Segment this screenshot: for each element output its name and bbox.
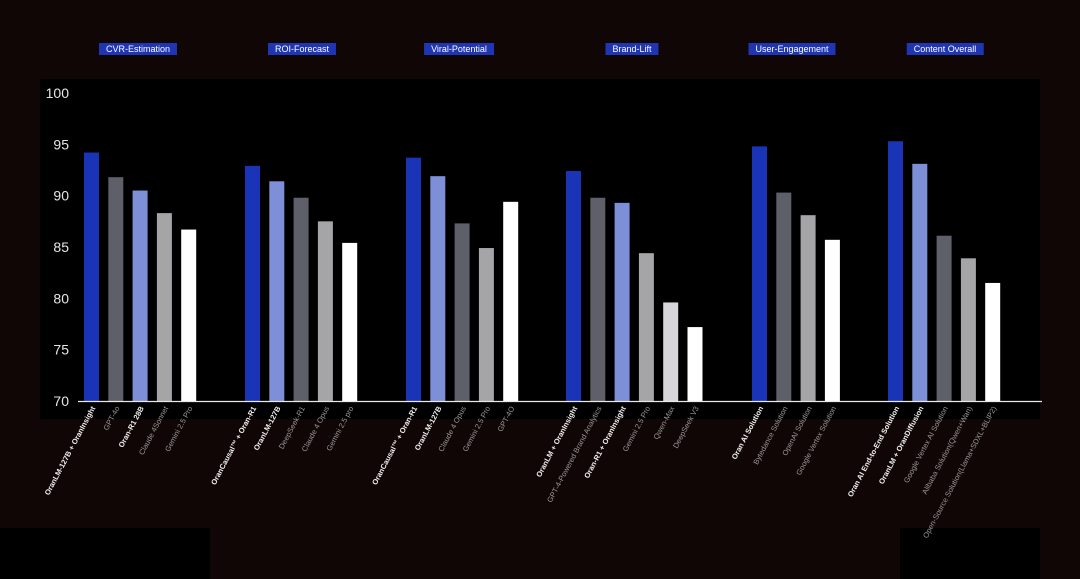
y-tick-label: 90 [53, 188, 69, 204]
x-tick-label: Qwen-Max [651, 404, 676, 440]
bar [800, 215, 816, 401]
bar [317, 221, 333, 401]
bar [342, 242, 358, 401]
bar [960, 258, 976, 401]
y-tick-label: 100 [46, 85, 70, 101]
lower-right-panel [900, 528, 1040, 579]
x-tick-label: Google Vertex AI Solution [902, 405, 950, 485]
y-tick-label: 85 [53, 239, 69, 255]
bar [430, 176, 446, 401]
bar [912, 163, 928, 401]
y-tick-label: 70 [53, 393, 69, 409]
lower-left-panel [0, 528, 210, 579]
y-tick-label: 80 [53, 290, 69, 306]
bar [245, 165, 260, 401]
group-badge: CVR-Estimation [98, 43, 178, 55]
x-tick-label: OranLM + OranDiffusion [877, 404, 926, 485]
group-badge: User-Engagement [748, 43, 836, 55]
x-tick-label: OranLM-127B + OranInsight [43, 404, 98, 496]
group-badge: Content Overall [906, 43, 984, 55]
bar [752, 146, 767, 401]
bar [156, 213, 172, 401]
y-tick-label: 95 [53, 136, 69, 152]
bar [454, 223, 470, 401]
x-tick-label: OranCausal™ + Oran-R1 [370, 405, 419, 487]
plot-background [40, 79, 1040, 419]
x-tick-label: GPT-4O [496, 405, 517, 434]
bar [614, 202, 630, 401]
x-tick-label: GPT-4o [101, 405, 121, 432]
bar [84, 152, 99, 401]
group-badge: ROI-Forecast [267, 43, 337, 55]
bar [269, 181, 285, 401]
bar [985, 282, 1001, 401]
bar [638, 253, 654, 401]
bar [663, 302, 679, 401]
bar [888, 141, 903, 401]
bar [181, 229, 197, 401]
group-badge: Viral-Potential [424, 43, 494, 55]
bar [936, 235, 952, 401]
x-tick-label: DeepSeek V3 [671, 405, 701, 450]
x-tick-label: OranCausal™ + Oran-R1 [209, 405, 258, 487]
group-badge: Brand-Lift [605, 43, 659, 55]
bar [108, 177, 124, 401]
bar [132, 190, 148, 401]
bar [478, 248, 494, 401]
bar [566, 171, 581, 401]
x-tick-label: OranLM + OranInsight [534, 404, 579, 478]
bar [503, 201, 519, 401]
bar [776, 192, 792, 401]
y-tick-label: 75 [53, 342, 69, 358]
bar [406, 157, 421, 401]
bar [293, 197, 309, 401]
bar [824, 239, 840, 401]
bar [590, 197, 606, 401]
bar [687, 327, 703, 401]
